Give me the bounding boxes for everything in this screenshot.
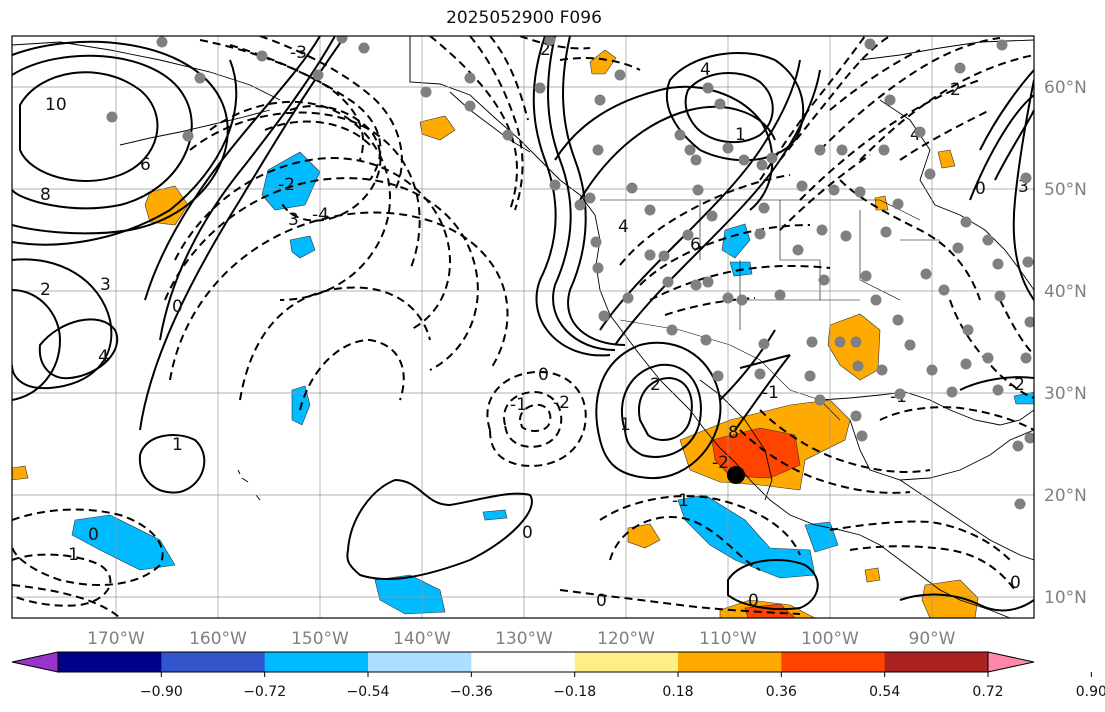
dashed-contours (12, 36, 1034, 618)
colorbar-bin (574, 652, 679, 672)
svg-text:-2: -2 (1008, 375, 1025, 395)
svg-text:0: 0 (88, 525, 99, 545)
svg-text:8: 8 (40, 185, 51, 205)
svg-text:0: 0 (538, 365, 549, 385)
svg-text:-4: -4 (312, 205, 329, 225)
svg-text:3: 3 (100, 275, 111, 295)
colorbar-bin (368, 652, 472, 672)
lon-label: 130°W (495, 629, 553, 649)
svg-text:-1: -1 (672, 491, 689, 511)
svg-text:1: 1 (620, 415, 631, 435)
lat-label: 20°N (1044, 486, 1087, 506)
svg-text:4: 4 (700, 60, 711, 80)
lat-label: 30°N (1044, 384, 1087, 404)
lat-label: 60°N (1044, 78, 1087, 98)
lat-label: 50°N (1044, 180, 1087, 200)
svg-text:0: 0 (172, 297, 183, 317)
svg-text:0: 0 (596, 591, 607, 611)
svg-text:6: 6 (690, 235, 701, 255)
latitude-axis: 60°N 50°N 40°N 30°N 20°N 10°N (1044, 78, 1087, 608)
colorbar: −0.90 −0.72 −0.54 −0.36 −0.18 0.18 0.36 0.54 0.7… (11, 651, 1105, 700)
highlight-marker (727, 466, 745, 484)
svg-text:3: 3 (288, 210, 299, 230)
svg-text:2: 2 (540, 40, 551, 60)
svg-text:0: 0 (522, 523, 533, 543)
colorbar-tick-label: −0.90 (140, 684, 183, 700)
svg-text:0: 0 (975, 179, 986, 199)
svg-text:1: 1 (172, 435, 183, 455)
boundaries (409, 36, 940, 421)
svg-text:4: 4 (98, 347, 109, 367)
chart-title: 2025052900 F096 (446, 8, 602, 28)
lon-label: 160°W (189, 629, 247, 649)
station-markers (106, 36, 1034, 510)
colorbar-extend-low (11, 651, 59, 673)
svg-text:3: 3 (1018, 177, 1029, 197)
colorbar-bin (678, 652, 782, 672)
svg-text:2: 2 (650, 375, 661, 395)
svg-text:-2: -2 (712, 453, 729, 473)
colorbar-frame (57, 651, 989, 673)
svg-text:-2: -2 (553, 393, 570, 413)
colorbar-tick-label: −0.54 (347, 684, 390, 700)
svg-text:6: 6 (140, 155, 151, 175)
lon-label: 90°W (909, 629, 956, 649)
lon-label: 150°W (291, 629, 349, 649)
colorbar-tick-label: 0.72 (972, 684, 1003, 700)
svg-text:1: 1 (735, 125, 746, 145)
colorbar-tick-label: −0.72 (243, 684, 286, 700)
colorbar-bin (884, 652, 989, 672)
svg-text:4: 4 (618, 217, 629, 237)
contour-labels: 10 8 6 3 2 4 1 0 -1 -2 -3 -4 0 2 3 4 1 0… (40, 40, 1029, 611)
svg-text:8: 8 (728, 423, 739, 443)
svg-text:10: 10 (45, 95, 67, 115)
colorbar-tick-label: 0.90 (1076, 684, 1105, 700)
longitude-axis: 170°W 160°W 150°W 140°W 130°W 120°W 110°… (87, 629, 956, 649)
colorbar-bin (781, 652, 886, 672)
colorbar-tick-label: −0.18 (553, 684, 596, 700)
svg-text:0: 0 (1010, 573, 1021, 593)
lon-label: 100°W (801, 629, 859, 649)
lon-label: 110°W (699, 629, 757, 649)
svg-text:-3: -3 (290, 43, 307, 63)
svg-text:-2: -2 (278, 175, 295, 195)
colorbar-bin (161, 652, 266, 672)
colorbar-tick-label: 0.54 (869, 684, 900, 700)
colorbar-tick-label: 0.18 (662, 684, 693, 700)
colorbar-bin (264, 652, 369, 672)
coastlines (12, 36, 1034, 618)
lat-label: 10°N (1044, 588, 1087, 608)
svg-text:-1: -1 (762, 383, 779, 403)
colorbar-bin (471, 652, 576, 672)
colorbar-extend-high (987, 651, 1035, 673)
svg-text:2: 2 (40, 280, 51, 300)
plot-frame (11, 35, 1035, 619)
lon-label: 120°W (597, 629, 655, 649)
lon-label: 140°W (393, 629, 451, 649)
colorbar-bin (58, 652, 162, 672)
colorbar-tick-label: −0.36 (450, 684, 493, 700)
svg-text:2: 2 (950, 80, 961, 100)
svg-text:-1: -1 (510, 395, 527, 415)
svg-text:-1: -1 (62, 545, 79, 565)
colorbar-tick-label: 0.36 (766, 684, 797, 700)
svg-text:0: 0 (748, 591, 759, 611)
lon-label: 170°W (87, 629, 145, 649)
lat-label: 40°N (1044, 282, 1087, 302)
